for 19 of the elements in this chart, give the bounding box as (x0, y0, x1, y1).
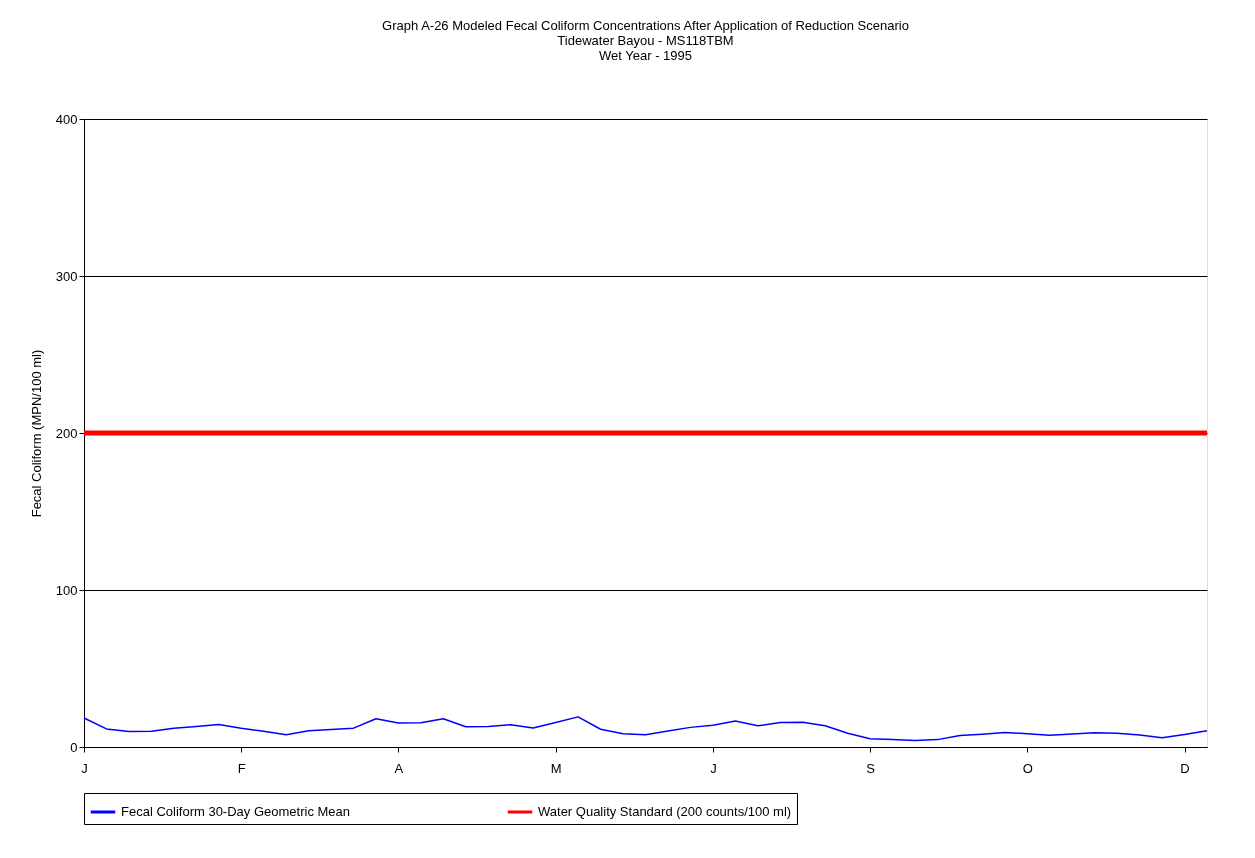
x-tick-label: F (237, 760, 246, 776)
y-tick-label: 300 (55, 268, 78, 284)
y-tick-label: 400 (55, 111, 78, 127)
legend-label: Water Quality Standard (200 counts/100 ml) (538, 804, 792, 819)
x-tick-label: S (866, 760, 876, 776)
line-series (83, 716, 1208, 742)
y-tick-label: 100 (55, 582, 78, 598)
x-tick-label: A (394, 760, 404, 776)
x-tick-label: J (81, 760, 88, 776)
chart-subtitle: Tidewater Bayou - MS118TBM Wet Year - 1995 (557, 33, 734, 63)
y-axis-title: Fecal Coliform (MPN/100 ml) (28, 349, 44, 518)
y-tick-label: 200 (55, 425, 78, 441)
chart-title: Graph A-26 Modeled Fecal Coliform Concentrations After Application of Reduction Scenario (382, 18, 909, 33)
x-tick-label: O (1022, 760, 1033, 776)
x-tick-label: J (710, 760, 717, 776)
x-tick-label: M (550, 760, 562, 776)
y-tick-label: 0 (70, 739, 78, 755)
x-tick-label: D (1180, 760, 1190, 776)
legend-label: Fecal Coliform 30-Day Geometric Mean (121, 804, 351, 819)
